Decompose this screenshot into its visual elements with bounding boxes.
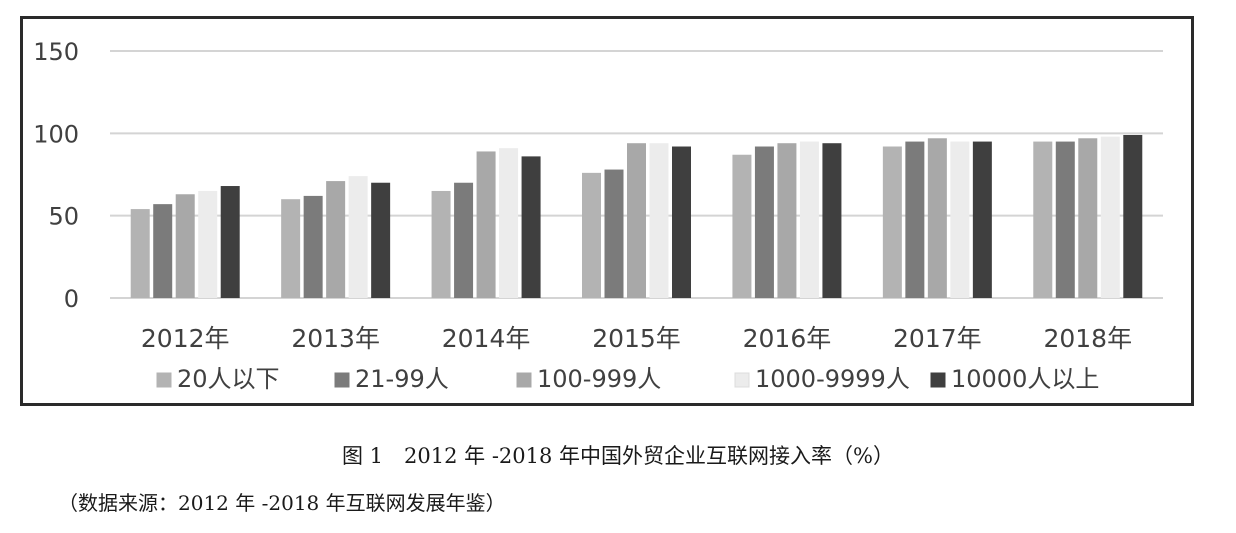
bar-2018年-20人以下	[1033, 141, 1053, 298]
y-tick-label: 150	[33, 38, 79, 66]
bar-2013年-10000人以上	[371, 182, 391, 298]
bar-2018年-21-99人	[1055, 141, 1075, 298]
legend-swatch	[334, 372, 350, 388]
bar-2016年-21-99人	[754, 146, 774, 298]
bar-2017年-1000-9999人	[950, 141, 970, 298]
bar-2015年-21-99人	[604, 169, 624, 298]
bar-2012年-10000人以上	[220, 186, 240, 298]
bar-2016年-10000人以上	[822, 143, 842, 298]
bar-2018年-10000人以上	[1123, 134, 1143, 298]
x-tick-label: 2012年	[141, 324, 230, 353]
bar-2013年-21-99人	[303, 195, 323, 298]
bar-2012年-100-999人	[175, 194, 195, 298]
y-tick-label: 50	[48, 203, 79, 231]
bar-2014年-10000人以上	[521, 156, 541, 298]
legend-label: 100-999人	[537, 365, 661, 393]
legend-swatch	[516, 372, 532, 388]
legend-swatch	[156, 372, 172, 388]
bar-2015年-10000人以上	[672, 146, 691, 298]
x-tick-label: 2013年	[291, 324, 380, 353]
bar-2017年-20人以下	[882, 146, 902, 298]
x-tick-label: 2014年	[442, 324, 531, 353]
x-tick-label: 2015年	[592, 324, 681, 353]
bar-2015年-1000-9999人	[649, 143, 669, 298]
bar-2014年-20人以下	[431, 190, 451, 298]
bar-2014年-100-999人	[476, 151, 496, 298]
source-note: （数据来源：2012 年 -2018 年互联网发展年鉴）	[58, 491, 506, 515]
bar-2017年-10000人以上	[972, 141, 992, 298]
x-tick-label: 2018年	[1043, 324, 1132, 353]
bar-2014年-21-99人	[454, 182, 474, 298]
y-tick-label: 0	[64, 285, 79, 313]
bar-2014年-1000-9999人	[499, 148, 519, 298]
legend-label: 20人以下	[177, 365, 280, 393]
x-tick-label: 2016年	[743, 324, 832, 353]
x-tick-label: 2017年	[893, 324, 982, 353]
legend-swatch	[930, 372, 946, 388]
bar-2017年-100-999人	[927, 138, 947, 298]
bar-2015年-100-999人	[627, 143, 646, 298]
legend-label: 10000人以上	[951, 365, 1099, 393]
bar-2013年-20人以下	[281, 199, 301, 298]
bar-chart: 0 50 100 150 2012年 2013年 2014年 2015年 2016年 2017年 2…	[33, 38, 1163, 393]
bar-2016年-20人以下	[732, 154, 752, 298]
bar-2015年-20人以下	[582, 172, 601, 298]
bar-2018年-100-999人	[1078, 138, 1098, 298]
y-tick-label: 100	[33, 120, 79, 148]
bar-2012年-21-99人	[153, 204, 173, 298]
bar-2012年-1000-9999人	[198, 190, 218, 298]
bar-2017年-21-99人	[905, 141, 925, 298]
figure-caption: 图 1 2012 年 -2018 年中国外贸企业互联网接入率（%）	[342, 444, 894, 468]
bar-2016年-100-999人	[777, 143, 797, 298]
bar-2016年-1000-9999人	[799, 141, 819, 298]
bar-2013年-100-999人	[326, 181, 346, 298]
bar-2013年-1000-9999人	[348, 176, 368, 298]
legend-label: 21-99人	[355, 365, 449, 393]
bar-2018年-1000-9999人	[1100, 136, 1120, 298]
chart-frame: 0 50 100 150 2012年 2013年 2014年 2015年 2016年 2017年 2…	[20, 16, 1194, 406]
legend-swatch	[734, 372, 750, 388]
legend-label: 1000-9999人	[755, 365, 910, 393]
bar-2012年-20人以下	[130, 209, 150, 298]
